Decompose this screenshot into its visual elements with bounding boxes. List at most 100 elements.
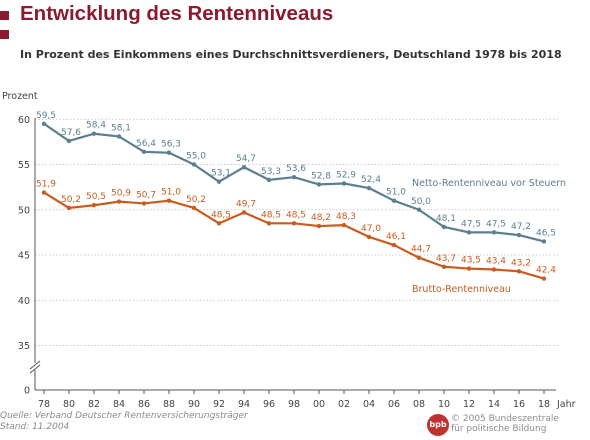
data-label: 55,0 bbox=[186, 152, 206, 162]
data-point bbox=[366, 234, 372, 240]
data-point bbox=[116, 134, 122, 139]
data-label: 53,6 bbox=[286, 164, 306, 174]
data-label: 43,4 bbox=[486, 256, 506, 266]
data-label: 43,2 bbox=[511, 258, 531, 268]
x-tick-label: 04 bbox=[363, 399, 375, 410]
data-point bbox=[316, 182, 322, 187]
data-label: 47,5 bbox=[461, 219, 481, 229]
data-point bbox=[516, 269, 522, 274]
x-tick-label: 14 bbox=[488, 399, 500, 410]
page-title: Entwicklung des Rentenniveaus bbox=[20, 2, 334, 25]
y-tick-label: 40 bbox=[18, 296, 30, 307]
data-label: 56,4 bbox=[136, 139, 156, 149]
date-note: Stand: 11.2004 bbox=[0, 422, 70, 432]
data-label: 50,9 bbox=[111, 189, 131, 199]
data-label: 44,7 bbox=[411, 245, 431, 255]
data-label: 59,5 bbox=[36, 111, 56, 121]
x-tick-label: 90 bbox=[188, 399, 200, 410]
data-point bbox=[441, 264, 447, 269]
x-tick-label: 08 bbox=[413, 399, 425, 410]
data-point bbox=[541, 239, 547, 244]
x-tick-label: 96 bbox=[263, 399, 275, 410]
data-point bbox=[266, 177, 272, 183]
data-label: 46,5 bbox=[536, 228, 556, 238]
data-point bbox=[66, 205, 72, 211]
x-tick-label: 88 bbox=[163, 399, 175, 410]
data-label: 50,7 bbox=[136, 190, 156, 200]
data-point bbox=[316, 223, 322, 229]
data-point bbox=[291, 174, 297, 180]
series-name-brutto: Brutto-Rentenniveau bbox=[412, 284, 511, 295]
data-point bbox=[241, 210, 247, 215]
copyright-line-2: für politische Bildung bbox=[451, 424, 547, 434]
y-axis-label: Prozent bbox=[2, 91, 38, 102]
x-tick-label: 06 bbox=[388, 399, 400, 410]
data-label: 43,5 bbox=[461, 256, 481, 266]
subtitle-marker bbox=[0, 30, 9, 39]
data-point bbox=[141, 201, 147, 206]
x-tick-label: 94 bbox=[238, 399, 250, 410]
axis-break-mark bbox=[29, 364, 41, 374]
data-point bbox=[166, 198, 172, 203]
x-tick-label: 10 bbox=[438, 399, 450, 410]
source-note: Quelle: Verband Deutscher Rentenversiche… bbox=[0, 411, 248, 421]
data-label: 50,2 bbox=[61, 195, 81, 205]
x-tick-label: 82 bbox=[88, 399, 100, 410]
data-point bbox=[391, 198, 397, 203]
data-point bbox=[41, 121, 47, 126]
data-point bbox=[266, 221, 272, 226]
data-point bbox=[541, 276, 547, 281]
data-label: 53,1 bbox=[211, 169, 231, 179]
x-tick-label: 78 bbox=[38, 399, 50, 410]
data-label: 43,7 bbox=[436, 254, 456, 264]
data-point bbox=[366, 185, 372, 191]
data-label: 48,2 bbox=[311, 213, 331, 223]
data-label: 47,5 bbox=[486, 219, 506, 229]
data-label: 58,1 bbox=[111, 123, 131, 133]
x-tick-label: 18 bbox=[538, 399, 550, 410]
data-label: 48,5 bbox=[211, 210, 231, 220]
data-label: 51,0 bbox=[161, 188, 181, 198]
series-line-2 bbox=[43, 191, 545, 280]
x-tick-label: 92 bbox=[213, 399, 225, 410]
x-tick-label: 98 bbox=[288, 399, 300, 410]
data-label: 53,3 bbox=[261, 167, 281, 177]
copyright: © 2005 Bundeszentrale für politische Bil… bbox=[451, 414, 559, 434]
data-point bbox=[516, 232, 522, 238]
data-label: 49,7 bbox=[236, 199, 256, 209]
title-marker bbox=[0, 11, 9, 20]
data-point bbox=[91, 131, 97, 136]
x-tick-label: 00 bbox=[313, 399, 325, 410]
y-tick-label: 0 bbox=[24, 386, 30, 397]
axis-break-mark bbox=[29, 360, 41, 370]
data-point bbox=[491, 267, 497, 272]
data-point bbox=[291, 221, 297, 226]
data-label: 51,9 bbox=[36, 180, 56, 190]
data-label: 48,5 bbox=[286, 210, 306, 220]
data-label: 48,3 bbox=[336, 212, 356, 222]
data-label: 46,1 bbox=[386, 232, 406, 242]
data-point bbox=[216, 221, 222, 226]
page-subtitle: In Prozent des Einkommens eines Durchsch… bbox=[20, 48, 562, 61]
data-point bbox=[416, 207, 422, 212]
data-label: 50,2 bbox=[186, 195, 206, 205]
series-name-netto: Netto-Rentenniveau vor Steuern bbox=[412, 178, 566, 189]
x-tick-label: 86 bbox=[138, 399, 150, 410]
y-tick-label: 55 bbox=[18, 160, 30, 171]
data-label: 52,4 bbox=[361, 175, 381, 185]
data-point bbox=[491, 230, 497, 235]
data-label: 48,1 bbox=[436, 214, 456, 224]
x-tick-label: 80 bbox=[63, 399, 75, 410]
y-tick-label: 45 bbox=[18, 251, 30, 262]
data-point bbox=[341, 222, 347, 228]
data-point bbox=[191, 162, 197, 167]
footer: Quelle: Verband Deutscher Rentenversiche… bbox=[0, 411, 248, 433]
x-axis-label: Jahr bbox=[556, 399, 576, 410]
data-label: 51,0 bbox=[386, 188, 406, 198]
y-tick-label: 35 bbox=[18, 341, 30, 352]
x-tick-label: 16 bbox=[513, 399, 525, 410]
data-label: 47,2 bbox=[511, 222, 531, 232]
axis-break-gap bbox=[29, 363, 41, 370]
y-tick-label: 50 bbox=[18, 205, 30, 216]
